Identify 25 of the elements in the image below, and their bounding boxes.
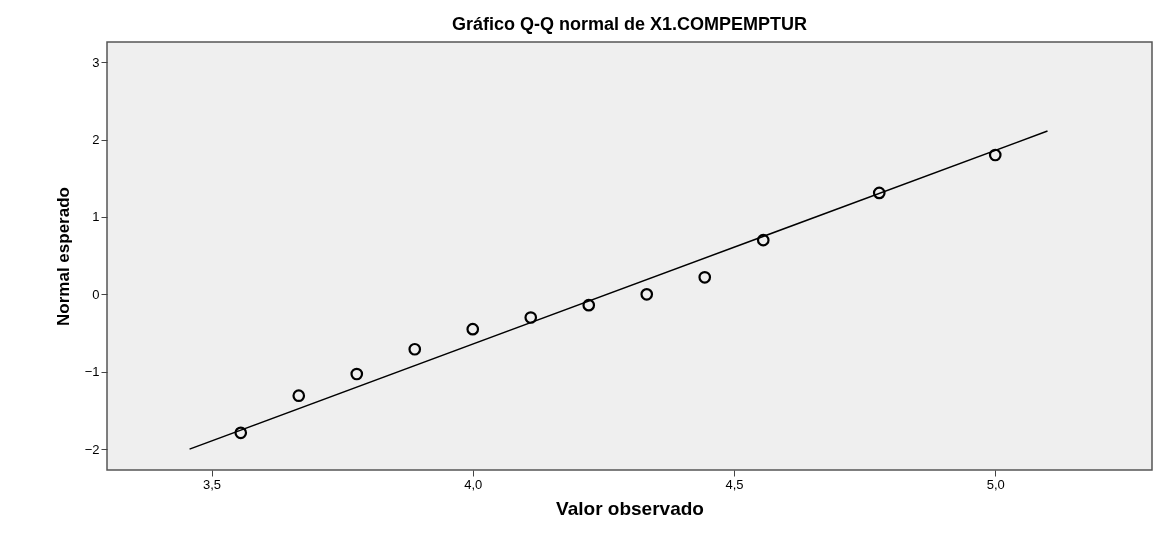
y-axis-title: Normal esperado bbox=[53, 187, 73, 326]
point bbox=[292, 389, 306, 403]
point bbox=[872, 186, 886, 200]
point bbox=[582, 298, 596, 312]
x-tick-label: 5,0 bbox=[986, 476, 1005, 492]
y-tick-label: −2 bbox=[84, 441, 100, 457]
point bbox=[640, 287, 654, 301]
x-axis-title: Valor observado bbox=[556, 497, 704, 519]
x-tick-label: 4,5 bbox=[725, 476, 744, 492]
y-tick-label: −1 bbox=[84, 364, 100, 380]
point bbox=[466, 322, 480, 336]
point bbox=[408, 342, 422, 356]
y-tick-label: 1 bbox=[92, 209, 100, 225]
point bbox=[234, 426, 248, 440]
point bbox=[698, 270, 712, 284]
x-tick-label: 3,5 bbox=[202, 476, 222, 492]
point bbox=[756, 233, 770, 247]
x-tick-label: 4,0 bbox=[464, 476, 483, 492]
point bbox=[988, 148, 1002, 162]
point bbox=[524, 311, 538, 324]
point bbox=[350, 367, 364, 381]
y-tick-label: 0 bbox=[92, 286, 100, 302]
y-tick-label: 3 bbox=[92, 54, 100, 70]
chart-title: Gráfico Q-Q normal de X1.COMPEMPTUR bbox=[451, 14, 808, 34]
y-tick-label: 2 bbox=[92, 132, 100, 148]
